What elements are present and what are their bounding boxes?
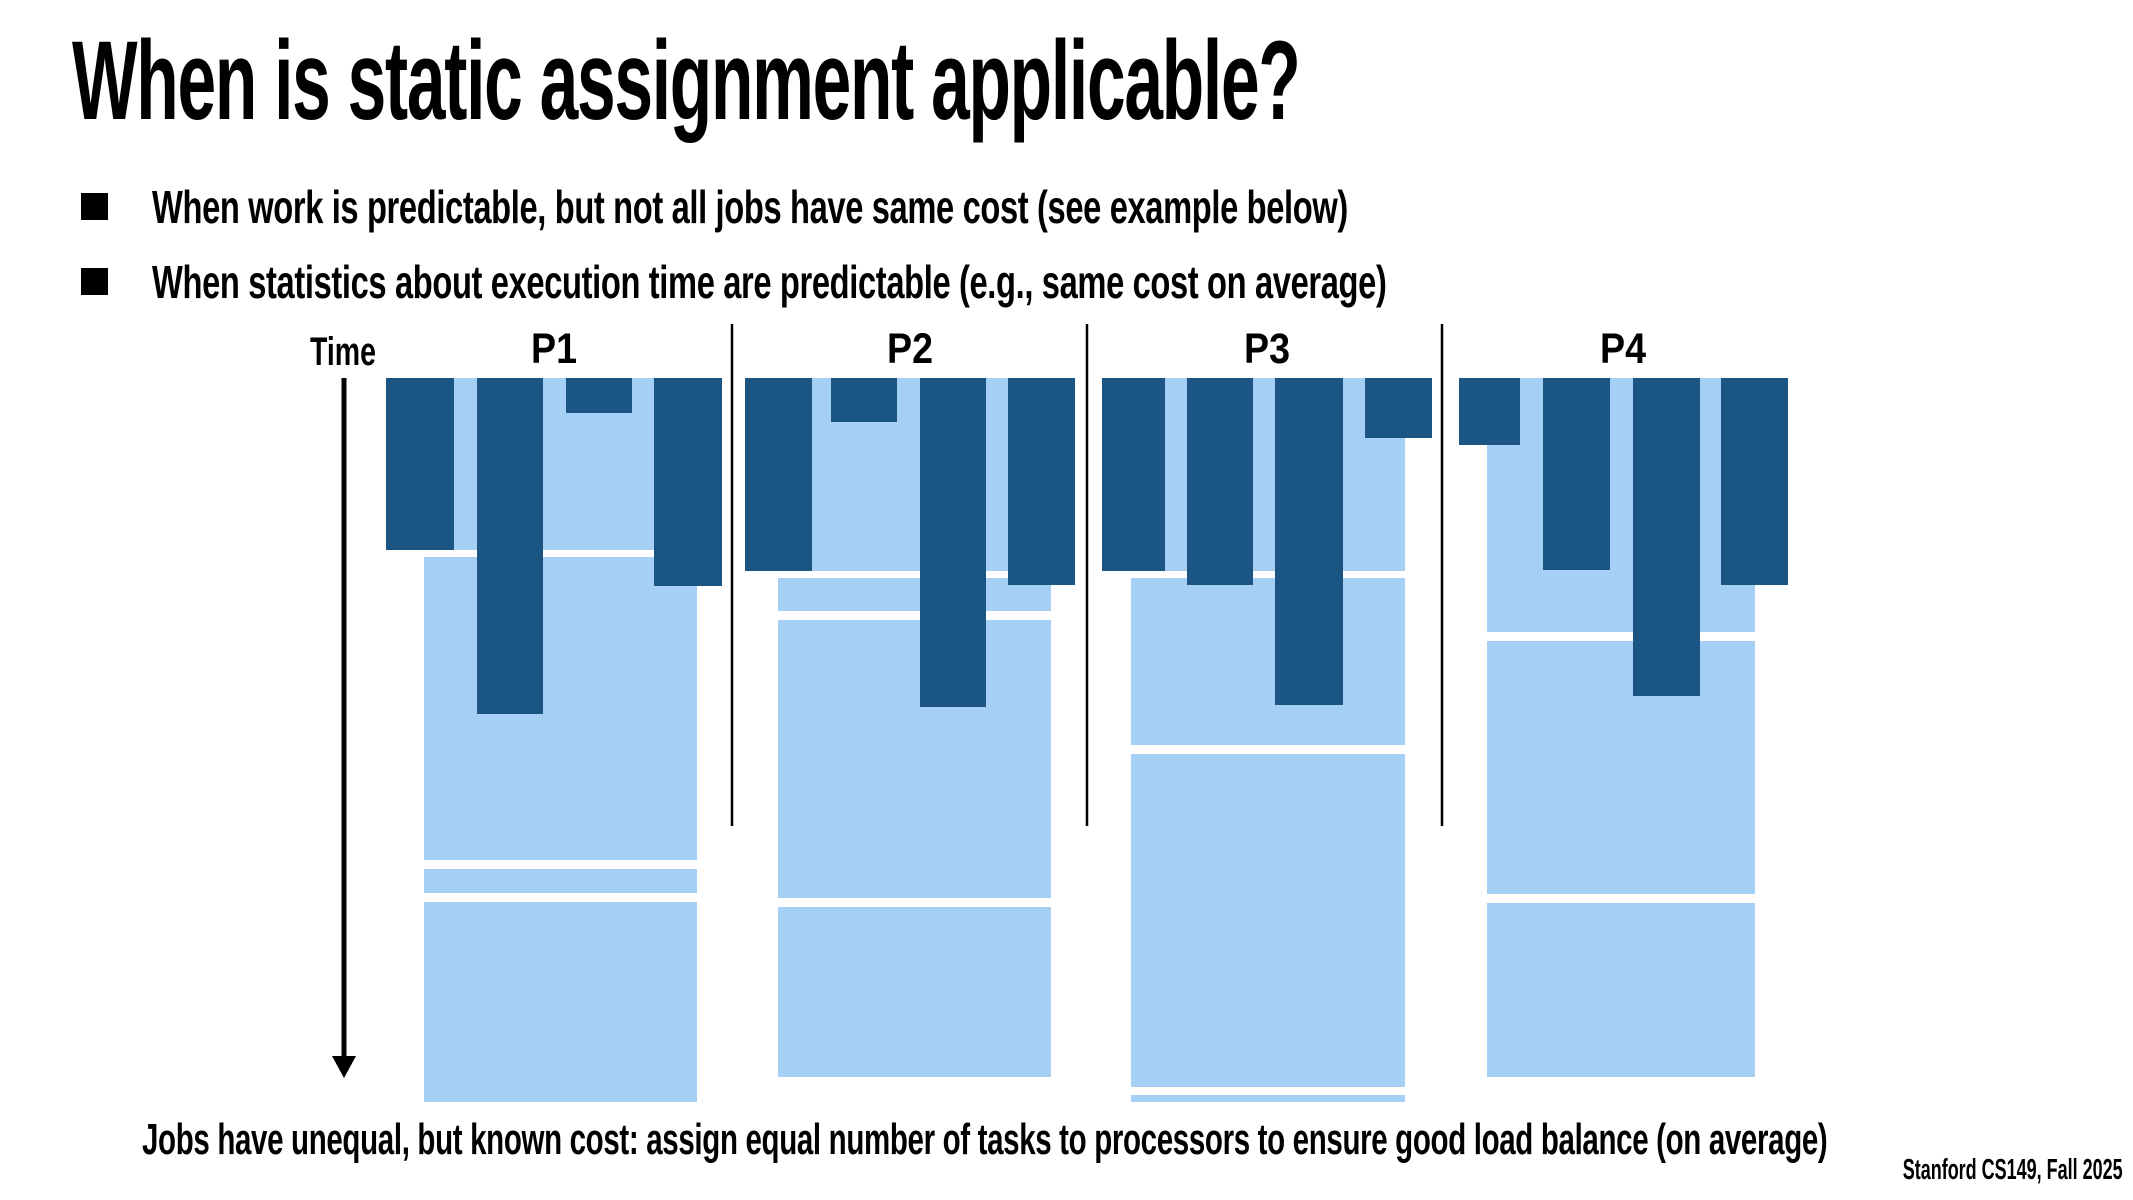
dark-task-bar — [831, 378, 897, 422]
dark-task-bar — [1721, 378, 1788, 585]
dark-task-bar — [1543, 378, 1610, 570]
dark-task-bar — [1102, 378, 1165, 571]
processor-label: P1 — [531, 325, 577, 373]
light-task-block — [778, 578, 1051, 611]
bullet-item-2: When statistics about execution time are… — [152, 256, 1387, 308]
time-arrow-shaft — [341, 378, 347, 1058]
processor-label: P2 — [887, 325, 933, 373]
light-task-block — [424, 902, 697, 1102]
light-task-block — [1131, 578, 1405, 745]
bullet-square-icon — [81, 193, 108, 220]
dark-task-bar — [1365, 378, 1432, 438]
dark-task-bar — [1187, 378, 1253, 585]
processor-label: P4 — [1600, 325, 1646, 373]
time-axis-label: Time — [310, 330, 376, 374]
bullet-square-icon — [81, 268, 108, 295]
light-task-block — [1131, 1095, 1405, 1102]
dark-task-bar — [1008, 378, 1075, 585]
dark-task-bar — [477, 378, 543, 714]
light-task-block — [778, 907, 1051, 1077]
light-task-block — [424, 869, 697, 893]
dark-task-bar — [1275, 378, 1343, 705]
light-task-block — [424, 557, 697, 860]
dark-task-bar — [745, 378, 812, 571]
slide-title: When is static assignment applicable? — [72, 18, 1301, 143]
dark-task-bar — [566, 378, 632, 413]
light-task-block — [1487, 641, 1755, 894]
light-task-block — [1131, 378, 1405, 571]
processor-label: P3 — [1244, 325, 1290, 373]
bullet-item-1: When work is predictable, but not all jo… — [152, 181, 1348, 233]
light-task-block — [1487, 378, 1755, 632]
dark-task-bar — [654, 378, 722, 586]
diagram-caption: Jobs have unequal, but known cost: assig… — [142, 1115, 1828, 1164]
light-task-block — [778, 620, 1051, 898]
light-task-block — [1487, 903, 1755, 1077]
dark-task-bar — [386, 378, 454, 550]
time-arrow-head — [332, 1056, 356, 1078]
dark-task-bar — [1633, 378, 1700, 696]
dark-task-bar — [920, 378, 986, 707]
light-task-block — [1131, 754, 1405, 1087]
dark-task-bar — [1459, 378, 1520, 445]
course-footer: Stanford CS149, Fall 2025 — [1903, 1154, 2123, 1186]
